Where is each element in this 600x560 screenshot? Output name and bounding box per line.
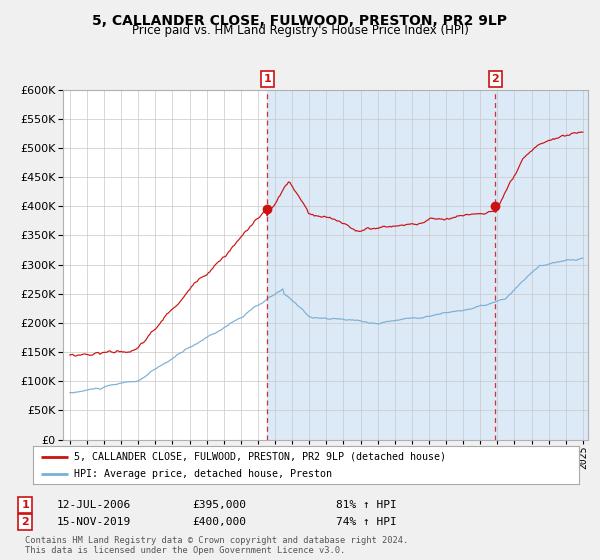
- Text: 15-NOV-2019: 15-NOV-2019: [57, 517, 131, 527]
- Text: 1: 1: [263, 74, 271, 84]
- Text: 74% ↑ HPI: 74% ↑ HPI: [336, 517, 397, 527]
- Bar: [267, 90, 588, 440]
- Text: 1: 1: [22, 500, 29, 510]
- Text: 12-JUL-2006: 12-JUL-2006: [57, 500, 131, 510]
- Text: Contains HM Land Registry data © Crown copyright and database right 2024.
This d: Contains HM Land Registry data © Crown c…: [25, 536, 409, 555]
- Text: Price paid vs. HM Land Registry's House Price Index (HPI): Price paid vs. HM Land Registry's House …: [131, 24, 469, 37]
- Text: 2: 2: [491, 74, 499, 84]
- Text: £395,000: £395,000: [192, 500, 246, 510]
- Text: £400,000: £400,000: [192, 517, 246, 527]
- Text: 5, CALLANDER CLOSE, FULWOOD, PRESTON, PR2 9LP: 5, CALLANDER CLOSE, FULWOOD, PRESTON, PR…: [92, 14, 508, 28]
- Text: HPI: Average price, detached house, Preston: HPI: Average price, detached house, Pres…: [74, 469, 332, 479]
- Text: 2: 2: [22, 517, 29, 527]
- Text: 5, CALLANDER CLOSE, FULWOOD, PRESTON, PR2 9LP (detached house): 5, CALLANDER CLOSE, FULWOOD, PRESTON, PR…: [74, 451, 446, 461]
- Text: 81% ↑ HPI: 81% ↑ HPI: [336, 500, 397, 510]
